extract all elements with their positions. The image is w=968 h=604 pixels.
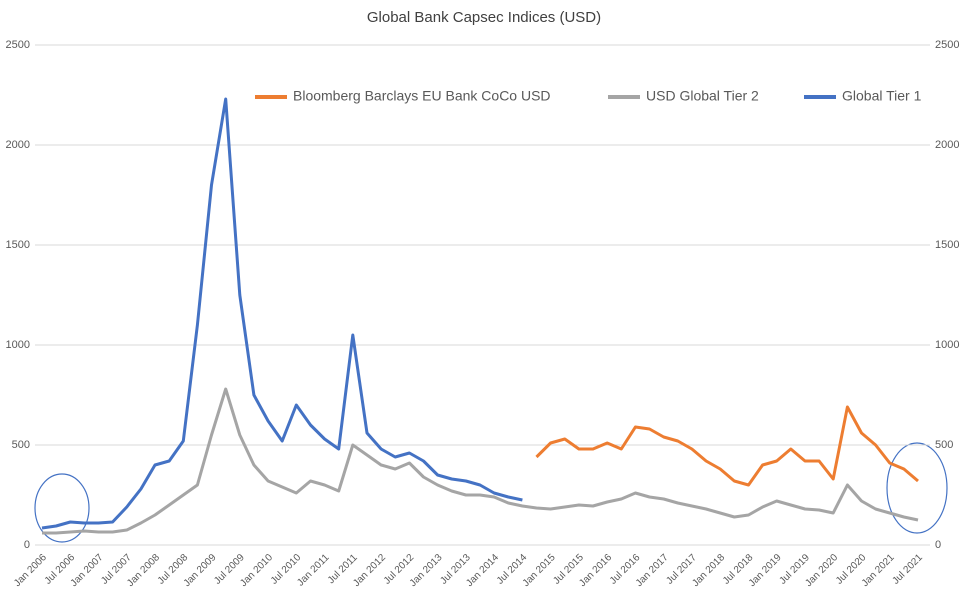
y-tick-label: 2000: [6, 139, 30, 151]
highlight-circle: [886, 442, 948, 534]
chart-title: Global Bank Capsec Indices (USD): [367, 9, 601, 26]
y2-tick-label: 1500: [935, 239, 959, 251]
x-tick-label: Jul 2021: [890, 552, 925, 587]
y-tick-label: 1500: [6, 239, 30, 251]
x-tick-label: Jan 2006: [12, 552, 49, 589]
highlight-circle: [34, 473, 90, 543]
y2-tick-label: 2000: [935, 139, 959, 151]
y-tick-label: 2500: [6, 39, 30, 51]
y2-tick-label: 2500: [935, 39, 959, 51]
y2-tick-label: 0: [935, 539, 941, 551]
y2-tick-label: 1000: [935, 339, 959, 351]
legend-label: USD Global Tier 2: [646, 88, 759, 104]
y-tick-label: 1000: [6, 339, 30, 351]
legend-label: Global Tier 1: [842, 88, 922, 104]
series-line: [535, 405, 919, 487]
y-tick-label: 500: [12, 439, 30, 451]
y2-tick-label: 500: [935, 439, 953, 451]
series-line: [42, 387, 919, 535]
legend-label: Bloomberg Barclays EU Bank CoCo USD: [293, 88, 551, 104]
y-tick-label: 0: [24, 539, 30, 551]
series-line: [41, 97, 523, 530]
